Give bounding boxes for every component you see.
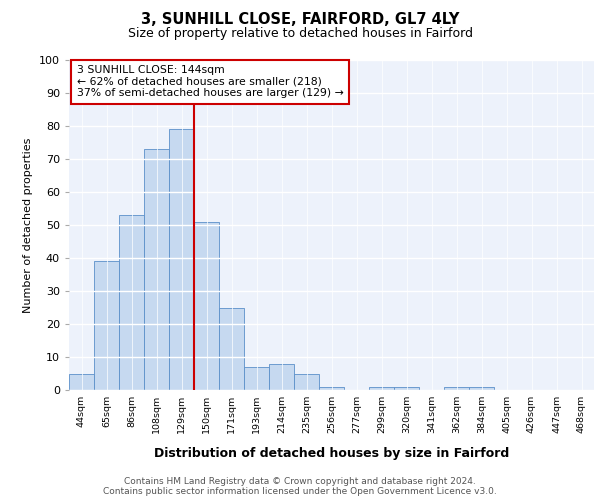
X-axis label: Distribution of detached houses by size in Fairford: Distribution of detached houses by size … [154,447,509,460]
Bar [169,130,194,390]
Bar [219,308,244,390]
Bar [319,386,344,390]
Bar [69,374,94,390]
Bar [369,386,394,390]
Y-axis label: Number of detached properties: Number of detached properties [23,138,34,312]
Bar [444,386,469,390]
Text: 3 SUNHILL CLOSE: 144sqm
← 62% of detached houses are smaller (218)
37% of semi-d: 3 SUNHILL CLOSE: 144sqm ← 62% of detache… [77,65,344,98]
Bar [294,374,319,390]
Bar [144,149,169,390]
Text: 3, SUNHILL CLOSE, FAIRFORD, GL7 4LY: 3, SUNHILL CLOSE, FAIRFORD, GL7 4LY [141,12,459,28]
Bar [269,364,294,390]
Text: Size of property relative to detached houses in Fairford: Size of property relative to detached ho… [128,28,473,40]
Bar [94,262,119,390]
Bar [194,222,219,390]
Bar [394,386,419,390]
Text: Contains public sector information licensed under the Open Government Licence v3: Contains public sector information licen… [103,487,497,496]
Text: Contains HM Land Registry data © Crown copyright and database right 2024.: Contains HM Land Registry data © Crown c… [124,478,476,486]
Bar [119,215,144,390]
Bar [244,367,269,390]
Bar [469,386,494,390]
